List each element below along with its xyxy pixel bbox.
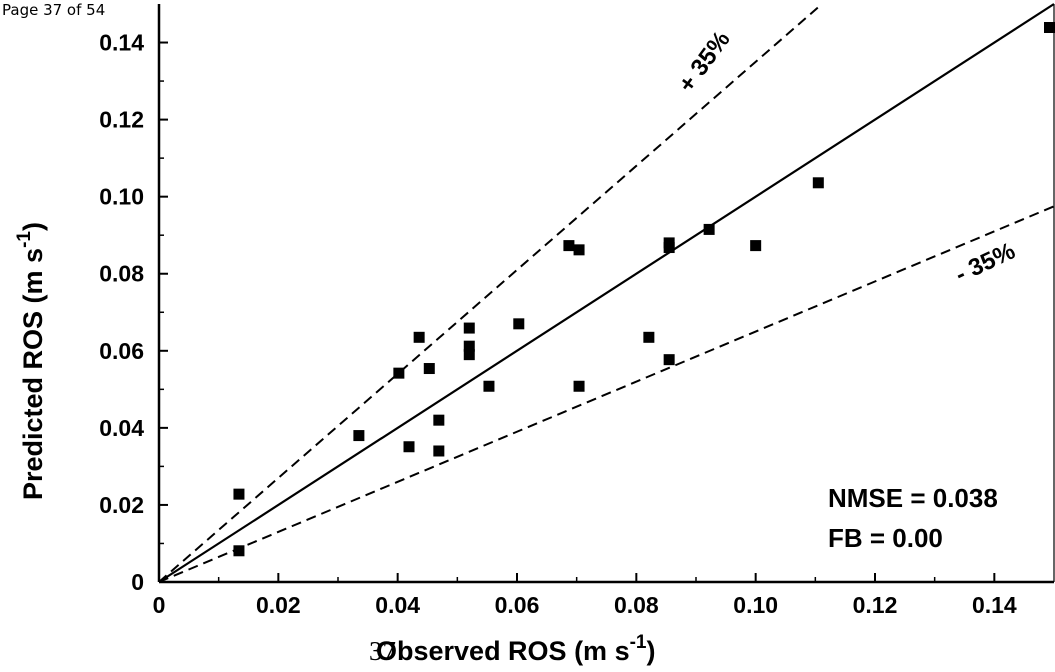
data-point xyxy=(573,380,585,392)
y-axis-title-main: Predicted ROS (m s xyxy=(18,248,48,500)
plot-frame xyxy=(157,4,1055,584)
fb-stat: FB = 0.00 xyxy=(828,523,943,553)
data-points xyxy=(233,22,1055,557)
data-point xyxy=(463,322,475,334)
data-point xyxy=(513,318,525,330)
page-number: 37 xyxy=(369,636,396,666)
ref-line-one-to-one xyxy=(158,3,1055,583)
reference-lines xyxy=(158,3,1055,583)
x-tick-label: 0.12 xyxy=(853,592,898,618)
x-axis-ticks: 0 0.02 0.04 0.06 0.08 0.10 0.12 0.14 xyxy=(153,573,1017,618)
x-tick-label: 0 xyxy=(153,592,166,618)
y-tick-label: 0.06 xyxy=(99,338,144,364)
data-point xyxy=(750,240,762,252)
data-point xyxy=(403,441,415,453)
data-point xyxy=(353,430,365,442)
data-point xyxy=(663,242,675,254)
data-point xyxy=(643,331,655,343)
y-tick-label: 0.04 xyxy=(99,415,144,441)
ref-line-minus-35 xyxy=(158,205,1055,583)
x-axis-title: Observed ROS (m s-1) xyxy=(376,632,656,666)
data-point xyxy=(413,331,425,343)
x-tick-label: 0.06 xyxy=(495,592,540,618)
x-tick-label: 0.14 xyxy=(972,592,1017,618)
data-point xyxy=(812,177,824,189)
data-point xyxy=(1044,22,1055,34)
y-tick-label: 0 xyxy=(131,569,144,595)
nmse-stat: NMSE = 0.038 xyxy=(828,483,998,513)
y-axis-title: Predicted ROS (m s-1) xyxy=(14,222,48,500)
page-header: Page 37 of 54 xyxy=(2,1,106,19)
x-tick-label: 0.08 xyxy=(614,592,659,618)
ref-line-plus-35 xyxy=(158,3,823,583)
data-point xyxy=(663,354,675,366)
y-axis-ticks: 0 0.02 0.04 0.06 0.08 0.10 0.12 0.14 xyxy=(99,30,168,595)
y-axis-title-tail: ) xyxy=(18,222,48,231)
y-axis-title-sup: -1 xyxy=(14,231,35,248)
data-point xyxy=(423,363,435,375)
data-point xyxy=(433,445,445,457)
data-point xyxy=(433,414,445,426)
data-point xyxy=(573,244,585,256)
data-point xyxy=(393,367,405,379)
y-tick-label: 0.12 xyxy=(99,107,144,133)
y-tick-label: 0.08 xyxy=(99,261,144,287)
x-axis-title-tail: ) xyxy=(647,636,656,666)
data-point xyxy=(703,223,715,235)
data-point xyxy=(233,545,245,557)
data-point xyxy=(463,340,475,352)
x-axis-title-main: Observed ROS (m s xyxy=(376,636,630,666)
x-tick-label: 0.02 xyxy=(256,592,301,618)
data-point xyxy=(563,240,575,252)
x-axis-title-sup: -1 xyxy=(630,632,647,653)
y-tick-label: 0.14 xyxy=(99,30,144,56)
x-tick-label: 0.04 xyxy=(375,592,420,618)
data-point xyxy=(463,349,475,361)
data-point xyxy=(483,380,495,392)
y-tick-label: 0.02 xyxy=(99,492,144,518)
y-tick-label: 0.10 xyxy=(99,184,144,210)
x-tick-label: 0.10 xyxy=(733,592,778,618)
data-point xyxy=(233,488,245,500)
